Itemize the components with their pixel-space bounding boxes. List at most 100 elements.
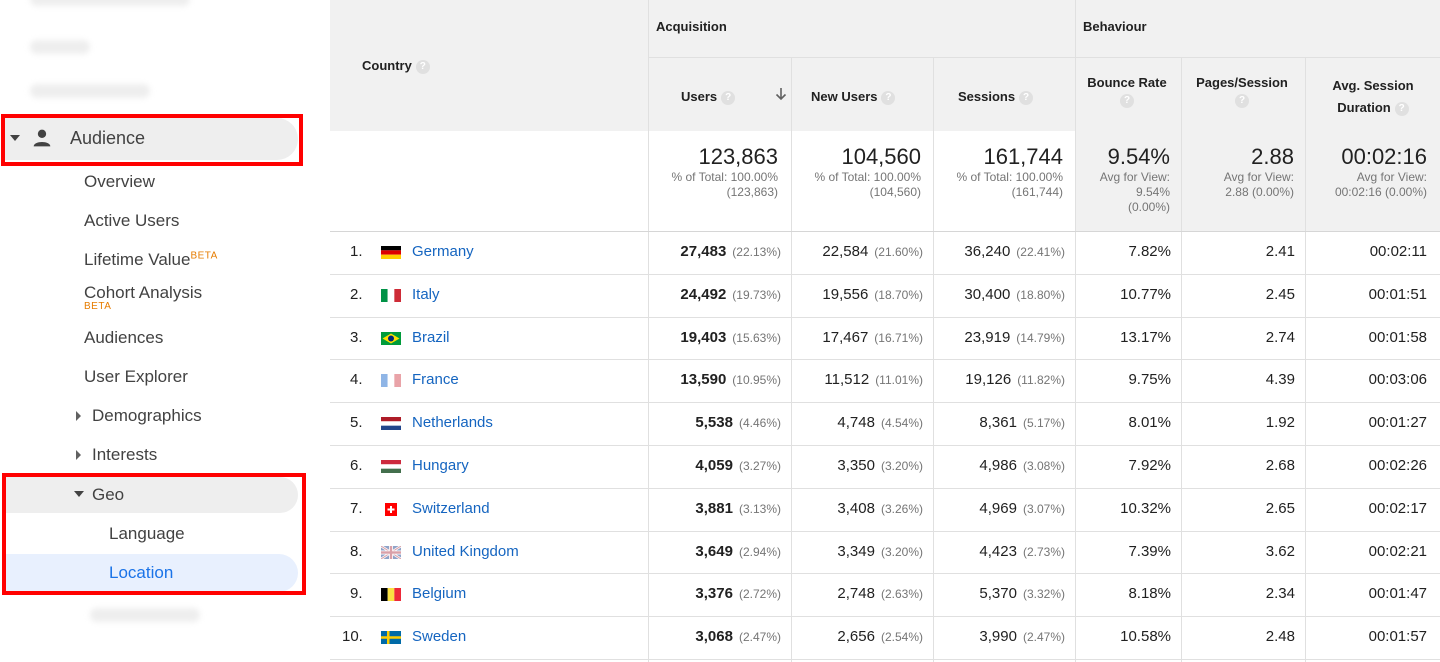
total-sessions: 161,744 % of Total: 100.00% (161,744) xyxy=(956,144,1063,199)
sidebar-item-label: Active Users xyxy=(84,211,180,230)
country-link[interactable]: Switzerland xyxy=(412,499,490,517)
cell-users: 3,068 (2.47%) xyxy=(695,628,781,646)
cell-pages-session: 2.48 xyxy=(1265,628,1295,646)
sidebar-item-cohort-analysis[interactable]: Cohort Analysis BETA xyxy=(84,283,202,312)
cell-sessions: 23,919 (14.79%) xyxy=(964,328,1065,346)
table-row: 2. Italy 24,492 (19.73%) 19,556 (18.70%) 30,40… xyxy=(330,275,1440,318)
cell-new-users: 19,556 (18.70%) xyxy=(822,285,923,303)
sidebar-item-user-explorer[interactable]: User Explorer xyxy=(84,367,188,387)
row-rank: 4. xyxy=(350,371,363,389)
table-row: 1. Germany 27,483 (22.13%) 22,584 (21.60%) 36,… xyxy=(330,232,1440,275)
sidebar: Audience Overview Active Users Lifetime … xyxy=(0,0,330,662)
cell-pages-session: 2.65 xyxy=(1265,499,1295,517)
cell-new-users: 3,350 (3.20%) xyxy=(837,457,923,474)
sidebar-item-label: Geo xyxy=(92,485,125,504)
cell-sessions: 36,240 (22.41%) xyxy=(964,243,1065,260)
sidebar-item-active-users[interactable]: Active Users xyxy=(84,211,179,231)
cell-bounce-rate: 7.39% xyxy=(1128,542,1171,560)
cell-avg-session-duration: 00:01:58 xyxy=(1368,328,1427,346)
column-header-sessions[interactable]: Sessions? xyxy=(958,89,1034,105)
cell-sessions: 30,400 (18.80%) xyxy=(964,285,1065,303)
sidebar-item-label: User Explorer xyxy=(84,367,188,386)
cell-new-users: 17,467 (16.71%) xyxy=(822,328,923,346)
country-link[interactable]: United Kingdom xyxy=(412,542,519,560)
sidebar-item-audiences[interactable]: Audiences xyxy=(84,328,163,348)
cell-avg-session-duration: 00:02:21 xyxy=(1368,542,1427,560)
cell-avg-session-duration: 00:02:26 xyxy=(1368,457,1427,474)
country-link[interactable]: France xyxy=(412,371,459,389)
sidebar-item-overview[interactable]: Overview xyxy=(84,172,155,192)
flag-netherlands-icon xyxy=(381,417,401,431)
cell-sessions: 3,990 (2.47%) xyxy=(979,628,1065,646)
cell-avg-session-duration: 00:02:17 xyxy=(1368,499,1427,517)
column-header-pages-session[interactable]: Pages/Session? xyxy=(1196,75,1288,108)
cell-pages-session: 2.45 xyxy=(1265,285,1295,303)
report-table: Country? Acquisition Behaviour Users? Ne… xyxy=(330,0,1440,662)
sidebar-item-demographics[interactable]: Demographics xyxy=(76,406,202,426)
cell-bounce-rate: 13.17% xyxy=(1120,328,1171,346)
flag-hungary-icon xyxy=(381,460,401,473)
person-icon xyxy=(33,129,51,147)
column-header-bounce-rate[interactable]: Bounce Rate? xyxy=(1087,75,1167,108)
help-icon[interactable]: ? xyxy=(721,90,736,105)
sidebar-item-geo[interactable]: Geo xyxy=(4,477,298,513)
cell-new-users: 2,656 (2.54%) xyxy=(837,628,923,646)
total-users: 123,863 % of Total: 100.00% (123,863) xyxy=(671,144,778,199)
cell-users: 5,538 (4.46%) xyxy=(695,414,781,432)
country-link[interactable]: Belgium xyxy=(412,585,467,603)
table-row: 8. United Kingdom 3,649 (2.94%) 3,349 (3.20%)… xyxy=(330,532,1440,575)
column-header-avg-session-duration[interactable]: Avg. Session Duration? xyxy=(1332,78,1414,116)
country-link[interactable]: Italy xyxy=(412,285,440,303)
help-icon[interactable]: ? xyxy=(415,59,430,74)
sidebar-item-location[interactable]: Location xyxy=(4,554,298,592)
cell-new-users: 3,349 (3.20%) xyxy=(837,542,923,560)
cell-avg-session-duration: 00:01:51 xyxy=(1368,285,1427,303)
blurred-nav-item xyxy=(30,40,90,54)
column-header-new-users[interactable]: New Users? xyxy=(811,89,896,105)
sidebar-item-audience[interactable]: Audience xyxy=(4,118,298,160)
cell-users: 13,590 (10.95%) xyxy=(680,371,781,389)
cell-sessions: 4,986 (3.08%) xyxy=(979,457,1065,474)
cell-bounce-rate: 7.92% xyxy=(1128,457,1171,474)
country-link[interactable]: Netherlands xyxy=(412,414,493,432)
column-header-users[interactable]: Users? xyxy=(681,89,736,105)
cell-new-users: 3,408 (3.26%) xyxy=(837,499,923,517)
country-link[interactable]: Hungary xyxy=(412,457,469,474)
help-icon[interactable]: ? xyxy=(1394,101,1409,116)
row-rank: 8. xyxy=(350,542,363,560)
flag-france-icon xyxy=(381,374,401,388)
cell-sessions: 5,370 (3.32%) xyxy=(979,585,1065,603)
table-row: 3. Brazil 19,403 (15.63%) 17,467 (16.71%) 23,9… xyxy=(330,318,1440,361)
sidebar-item-lifetime-value[interactable]: Lifetime ValueBETA xyxy=(84,250,218,270)
table-row: 5. Netherlands 5,538 (4.46%) 4,748 (4.54%) 8,3… xyxy=(330,403,1440,446)
cell-users: 19,403 (15.63%) xyxy=(680,328,781,346)
country-link[interactable]: Sweden xyxy=(412,628,467,646)
sidebar-item-label: Cohort Analysis xyxy=(84,283,203,302)
cell-new-users: 22,584 (21.60%) xyxy=(822,243,923,260)
caret-right-icon xyxy=(76,450,81,460)
cell-bounce-rate: 8.01% xyxy=(1128,414,1171,432)
help-icon[interactable]: ? xyxy=(1120,94,1134,108)
cell-sessions: 4,969 (3.07%) xyxy=(979,499,1065,517)
beta-badge: BETA xyxy=(190,250,218,262)
arrow-down-icon[interactable] xyxy=(775,87,787,101)
sidebar-item-interests[interactable]: Interests xyxy=(76,445,157,465)
blurred-nav-item xyxy=(30,84,150,98)
row-rank: 7. xyxy=(350,499,363,517)
total-pages-session: 2.88 Avg for View: 2.88 (0.00%) xyxy=(1223,144,1294,199)
cell-avg-session-duration: 00:01:57 xyxy=(1368,628,1427,646)
cell-users: 3,881 (3.13%) xyxy=(695,499,781,517)
cell-bounce-rate: 7.82% xyxy=(1128,243,1171,260)
cell-pages-session: 3.62 xyxy=(1265,542,1295,560)
help-icon[interactable]: ? xyxy=(1235,94,1249,108)
cell-users: 24,492 (19.73%) xyxy=(680,285,781,303)
total-new-users: 104,560 % of Total: 100.00% (104,560) xyxy=(814,144,921,199)
country-link[interactable]: Germany xyxy=(412,243,474,260)
flag-italy-icon xyxy=(381,288,401,302)
country-link[interactable]: Brazil xyxy=(412,328,450,346)
help-icon[interactable]: ? xyxy=(1019,90,1034,105)
help-icon[interactable]: ? xyxy=(881,90,896,105)
cell-pages-session: 1.92 xyxy=(1265,414,1295,432)
sidebar-item-language[interactable]: Language xyxy=(109,524,185,544)
column-header-country[interactable]: Country? xyxy=(362,58,430,74)
